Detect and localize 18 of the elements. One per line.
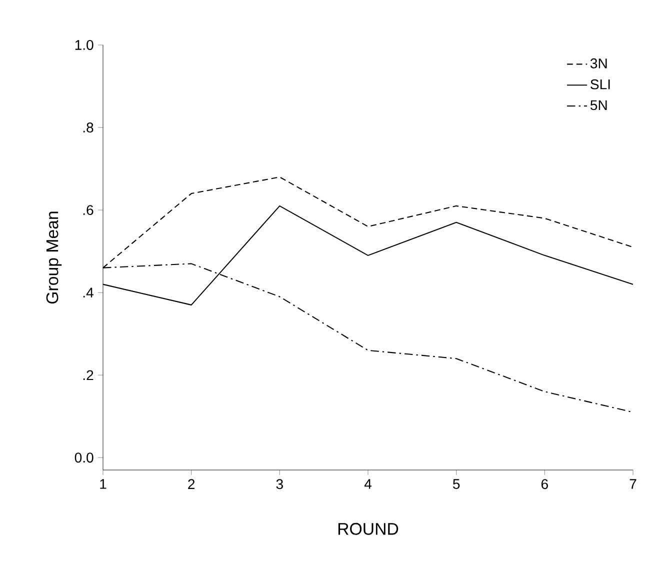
y-tick-label: .4 xyxy=(83,288,94,298)
x-tick-label: 7 xyxy=(630,479,636,489)
x-tick-label: 1 xyxy=(100,479,106,489)
x-tick-label: 3 xyxy=(276,479,283,490)
x-tick-label: 6 xyxy=(541,479,548,490)
y-tick-label: .8 xyxy=(83,122,94,132)
y-tick-label: .6 xyxy=(83,205,94,216)
x-tick-label: 4 xyxy=(364,479,372,489)
legend-label: 5N xyxy=(590,100,607,110)
legend-label: 3N xyxy=(590,58,607,68)
y-tick-label: 0.0 xyxy=(74,452,94,463)
x-tick-label: 5 xyxy=(453,479,460,489)
x-tick-label: 2 xyxy=(188,479,195,489)
y-tick-label: .2 xyxy=(83,370,94,380)
y-axis-title: Group Mean xyxy=(46,212,62,304)
y-tick-label: 1.0 xyxy=(75,40,94,50)
x-axis-title: ROUND xyxy=(338,522,398,535)
legend-label: SLI xyxy=(590,79,610,90)
